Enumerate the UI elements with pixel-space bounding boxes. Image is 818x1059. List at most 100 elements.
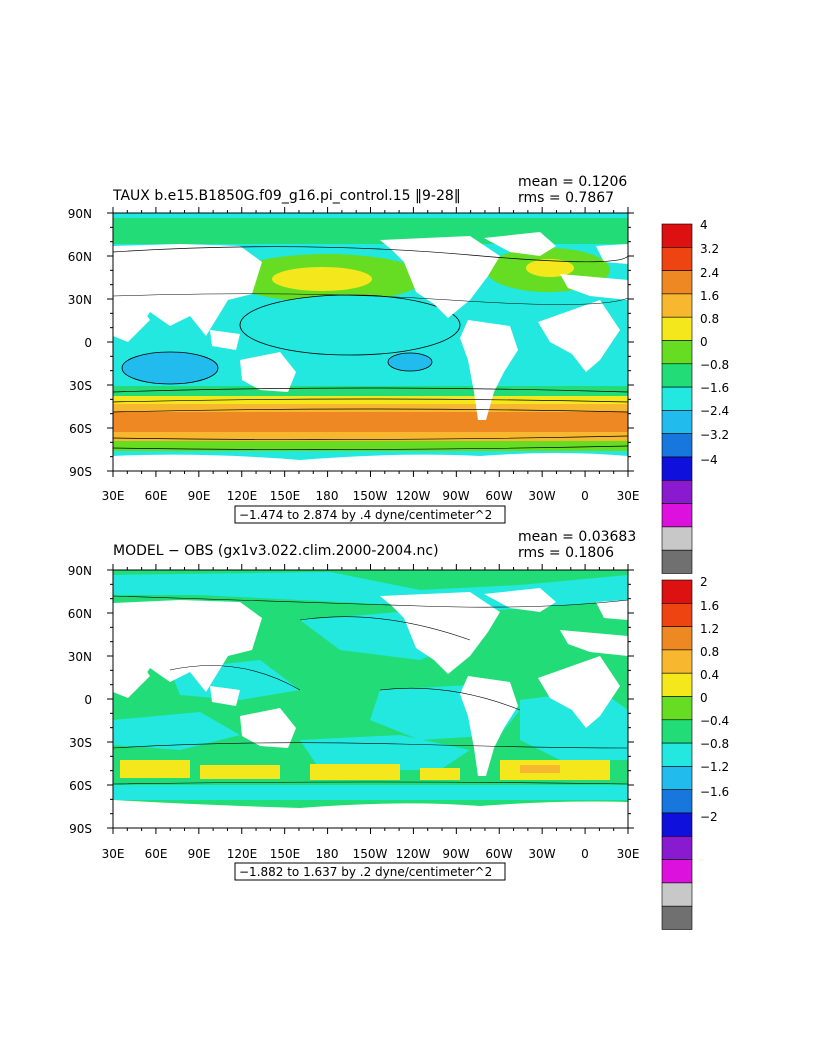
lat-label: 30S — [69, 379, 92, 393]
lon-label: 150W — [353, 489, 388, 503]
lat-label: 60N — [68, 250, 92, 264]
colorbar-label: −2 — [700, 810, 718, 824]
colorbar-swatch — [661, 456, 693, 481]
lat-label: 30S — [69, 736, 92, 750]
panel-1-map — [113, 213, 628, 471]
colorbar-label: 2.4 — [700, 266, 719, 280]
colorbar-label: −1.2 — [700, 760, 729, 774]
colorbar-swatch — [661, 503, 693, 528]
lat-label: 0 — [84, 336, 92, 350]
panel-2-lat-labels: 90N 60N 30N 0 30S 60S 90S — [68, 564, 92, 836]
lon-label: 30W — [528, 847, 555, 861]
lon-label: 30E — [102, 489, 125, 503]
lon-label: 90E — [188, 847, 211, 861]
lat-label: 30N — [68, 650, 92, 664]
colorbar-label: 1.2 — [700, 622, 719, 636]
colorbar-swatch — [661, 410, 693, 434]
lon-label: 60W — [485, 847, 512, 861]
lon-label: 90W — [442, 489, 469, 503]
panel-1-rms: rms = 0.7867 — [518, 190, 614, 206]
colorbar-swatch — [661, 316, 693, 341]
lon-label: 30W — [528, 489, 555, 503]
colorbar-label: 4 — [700, 218, 708, 232]
lon-label: 120W — [396, 847, 431, 861]
colorbar-label: 1.6 — [700, 599, 719, 613]
colorbar-swatch — [661, 293, 693, 318]
lon-label: 150E — [270, 489, 301, 503]
colorbar-swatch — [661, 719, 693, 744]
lat-label: 90N — [68, 564, 92, 578]
colorbar-swatch — [661, 626, 693, 651]
lat-label: 90N — [68, 207, 92, 221]
lon-label: 120E — [227, 847, 258, 861]
panel-1-title: TAUX b.e15.B1850G.f09_g16.pi_control.15 … — [112, 188, 461, 204]
lon-label: 120E — [227, 489, 258, 503]
panel-2-title: MODEL − OBS (gx1v3.022.clim.2000-2004.nc… — [113, 543, 439, 559]
colorbar-label: −4 — [700, 453, 718, 467]
colorbar-swatch — [661, 789, 693, 814]
lon-label: 120W — [396, 489, 431, 503]
colorbar-label: −0.8 — [700, 358, 729, 372]
lon-label: 60W — [485, 489, 512, 503]
lon-label: 60E — [145, 847, 168, 861]
lat-label: 60N — [68, 607, 92, 621]
colorbar-swatch — [661, 696, 693, 721]
colorbar-swatch — [661, 340, 693, 365]
panel-2-colorbar — [661, 579, 693, 930]
colorbar-label: −1.6 — [700, 381, 729, 395]
colorbar-swatch — [661, 905, 693, 930]
colorbar-swatch — [661, 363, 693, 388]
colorbar-label: 0.8 — [700, 645, 719, 659]
colorbar-label: 0.4 — [700, 668, 719, 682]
panel-2-range-box: −1.882 to 1.637 by .2 dyne/centimeter^2 — [239, 865, 492, 879]
panel-1-mean: mean = 0.1206 — [518, 174, 627, 190]
colorbar-swatch — [661, 835, 693, 860]
colorbar-label: 3.2 — [700, 242, 719, 256]
lon-label: 30E — [617, 847, 640, 861]
panel-2-colorbar-labels: 2 1.6 1.2 0.8 0.4 0 −0.4 −0.8 −1.2 −1.6 … — [700, 575, 729, 824]
lon-label: 150W — [353, 847, 388, 861]
colorbar-swatch — [661, 579, 693, 604]
colorbar-swatch — [661, 479, 693, 504]
lat-label: 60S — [69, 422, 92, 436]
colorbar-swatch — [661, 649, 693, 674]
panel-1-lon-labels: 30E 60E 90E 120E 150E 180 150W 120W 90W … — [102, 489, 640, 503]
colorbar-swatch — [661, 742, 693, 767]
colorbar-label: 0.8 — [700, 312, 719, 326]
colorbar-label: 0 — [700, 335, 708, 349]
panel-1-colorbar-labels: 4 3.2 2.4 1.6 0.8 0 −0.8 −1.6 −2.4 −3.2 … — [700, 218, 729, 467]
colorbar-swatch — [661, 223, 693, 248]
lon-label: 180 — [316, 489, 339, 503]
colorbar-label: −0.8 — [700, 737, 729, 751]
colorbar-swatch — [661, 526, 693, 551]
colorbar-label: 1.6 — [700, 289, 719, 303]
colorbar-swatch — [661, 386, 693, 411]
panel-2-rms: rms = 0.1806 — [518, 545, 614, 561]
colorbar-swatch — [661, 766, 693, 791]
lon-label: 150E — [270, 847, 301, 861]
colorbar-swatch — [661, 859, 693, 884]
lon-label: 180 — [316, 847, 339, 861]
lat-label: 90S — [69, 465, 92, 479]
panel-2-map — [113, 570, 628, 828]
panel-2-range-box-frame — [234, 862, 506, 881]
colorbar-swatch — [661, 602, 693, 627]
lon-label: 30E — [617, 489, 640, 503]
panel-2-mean: mean = 0.03683 — [518, 529, 636, 545]
panel-2: mean = 0.03683 rms = 0.1806 MODEL − OBS … — [68, 529, 729, 930]
lon-label: 90E — [188, 489, 211, 503]
lat-label: 30N — [68, 293, 92, 307]
colorbar-label: −1.6 — [700, 785, 729, 799]
lon-label: 90W — [442, 847, 469, 861]
lon-label: 30E — [102, 847, 125, 861]
colorbar-swatch — [661, 672, 693, 697]
lon-label: 0 — [581, 489, 589, 503]
colorbar-swatch — [661, 270, 693, 295]
colorbar-swatch — [661, 882, 693, 907]
lon-label: 60E — [145, 489, 168, 503]
colorbar-swatch — [661, 549, 693, 574]
lat-label: 90S — [69, 822, 92, 836]
colorbar-label: −0.4 — [700, 714, 729, 728]
panel-2-lon-labels: 30E 60E 90E 120E 150E 180 150W 120W 90W … — [102, 847, 640, 861]
colorbar-label: 0 — [700, 691, 708, 705]
